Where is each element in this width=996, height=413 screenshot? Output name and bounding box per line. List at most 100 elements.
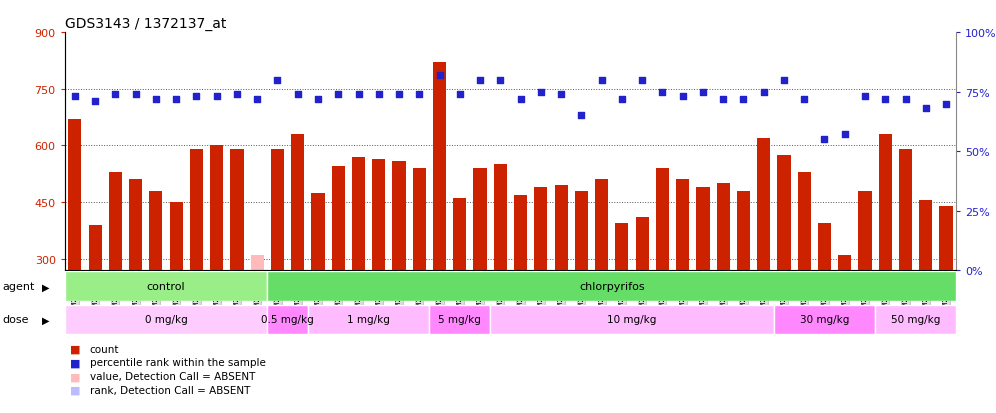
Point [270,77,286,84]
Text: ▶: ▶ [42,282,50,292]
Text: agent: agent [2,282,35,292]
Bar [490,305,774,335]
Bar [230,150,244,271]
Point [229,91,245,98]
Bar [534,188,548,271]
Bar [392,161,405,271]
Point [553,91,569,98]
Bar [473,169,487,271]
Bar [875,305,956,335]
Text: 5 mg/kg: 5 mg/kg [438,315,481,325]
Text: value, Detection Call = ABSENT: value, Detection Call = ABSENT [90,371,255,381]
Bar [291,135,305,271]
Bar [595,180,609,271]
Bar [149,191,162,271]
Point [168,96,184,103]
Bar [494,165,507,271]
Bar [69,120,82,271]
Bar [169,203,182,271]
Bar [899,150,912,271]
Point [796,96,812,103]
Point [594,77,610,84]
Bar [878,135,891,271]
Bar [332,167,345,271]
Point [108,91,124,98]
Text: ■: ■ [70,344,81,354]
Point [897,96,913,103]
Point [209,94,225,100]
Bar [635,218,648,271]
Point [938,101,954,108]
Point [695,89,711,96]
Text: dose: dose [2,315,29,325]
Bar [818,223,831,271]
Point [533,89,549,96]
Point [917,106,933,112]
Bar [839,255,852,271]
Bar [655,169,669,271]
Bar [616,223,628,271]
Point [492,77,508,84]
Text: count: count [90,344,120,354]
Bar [859,191,872,271]
Point [614,96,629,103]
Point [331,91,347,98]
Bar [514,195,527,271]
Bar [433,63,446,271]
Bar [774,305,875,335]
Point [411,91,427,98]
Bar [737,191,750,271]
Point [837,132,853,138]
Text: ■: ■ [70,358,81,368]
Text: chlorpyrifos: chlorpyrifos [579,282,644,292]
Point [67,94,83,100]
Bar [798,173,811,271]
Bar [939,206,952,271]
Text: ■: ■ [70,385,81,395]
Bar [412,169,426,271]
Point [715,96,731,103]
Point [634,77,650,84]
Bar [210,146,223,271]
Point [88,99,104,105]
Text: rank, Detection Call = ABSENT: rank, Detection Call = ABSENT [90,385,250,395]
Point [371,91,386,98]
Point [249,96,265,103]
Point [452,91,468,98]
Text: 50 mg/kg: 50 mg/kg [891,315,940,325]
Bar [555,186,568,271]
Bar [271,150,284,271]
Bar [676,180,689,271]
Point [472,77,488,84]
Bar [777,156,791,271]
Bar [109,173,122,271]
Point [674,94,690,100]
Bar [129,180,142,271]
Text: 30 mg/kg: 30 mg/kg [800,315,850,325]
Bar [429,305,490,335]
Point [310,96,326,103]
Bar [65,305,267,335]
Bar [352,157,366,271]
Point [513,96,529,103]
Text: control: control [146,282,185,292]
Point [877,96,893,103]
Bar [65,272,267,301]
Point [290,91,306,98]
Bar [575,191,588,271]
Bar [267,305,308,335]
Text: percentile rank within the sample: percentile rank within the sample [90,358,266,368]
Bar [267,272,956,301]
Point [127,91,143,98]
Point [391,91,407,98]
Bar [251,255,264,271]
Point [654,89,670,96]
Bar [190,150,203,271]
Point [188,94,204,100]
Point [776,77,792,84]
Bar [919,201,932,271]
Bar [757,139,770,271]
Text: 1 mg/kg: 1 mg/kg [348,315,390,325]
Point [756,89,772,96]
Text: ■: ■ [70,371,81,381]
